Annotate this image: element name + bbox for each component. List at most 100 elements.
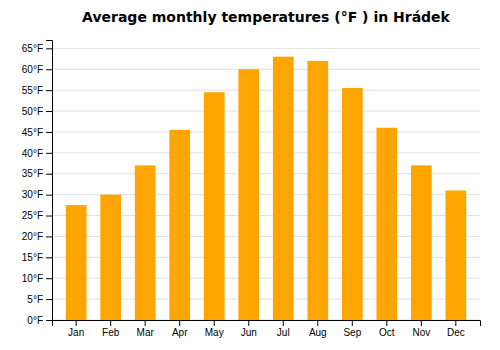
tick-mark [46,111,52,112]
tick-label: 65°F [22,43,43,54]
tick: Jul [277,320,290,338]
bar [307,61,328,320]
tick-mark [46,90,52,91]
bar [66,205,87,320]
bar [376,128,397,320]
tick-label: 45°F [22,127,43,138]
tick: Jan [68,320,84,338]
tick-mark [46,132,52,133]
tick: Aug [309,320,327,338]
tick: 35°F [22,168,52,179]
tick-mark [110,320,111,326]
tick-mark [46,195,52,196]
tick-mark [46,299,52,300]
chart: 0°F5°F10°F15°F20°F25°F30°F35°F40°F45°F50… [0,0,500,350]
bar [100,195,121,320]
grid-line [52,69,480,70]
tick-mark [283,320,284,326]
tick: 65°F [22,43,52,54]
tick: Mar [137,320,155,338]
tick-mark [76,320,77,326]
tick-mark [46,320,52,321]
bar [135,165,156,320]
tick-label: Jan [68,327,84,338]
tick-label: Aug [309,327,327,338]
tick-label: 15°F [22,252,43,263]
tick-label: Jul [277,327,290,338]
tick-label: 0°F [27,315,43,326]
tick: 0°F [27,315,52,326]
tick-label: 50°F [22,106,43,117]
grid [52,48,480,320]
tick-label: Jun [241,327,257,338]
tick-label: 30°F [22,189,43,200]
tick: Jun [241,320,257,338]
tick-label: 55°F [22,85,43,96]
tick: 25°F [22,210,52,221]
grid-line [52,111,480,112]
x-axis: Jan Feb Mar Apr May Jun Jul Aug Sep Oct Nov Dec [53,320,481,338]
tick-mark [455,320,456,326]
tick-mark [179,320,180,326]
grid-line [52,48,480,49]
tick-label: 20°F [22,231,43,242]
tick: Dec [447,320,465,338]
grid-line [52,152,480,153]
tick-mark [46,174,52,175]
tick-label: Mar [137,327,155,338]
tick-label: Sep [343,327,361,338]
tick: 15°F [22,252,52,263]
y-axis: 0°F5°F10°F15°F20°F25°F30°F35°F40°F45°F50… [22,41,53,326]
tick: Feb [102,320,120,338]
bars [66,57,466,320]
tick: 50°F [22,106,52,117]
tick: 40°F [22,148,52,159]
tick: 20°F [22,231,52,242]
bar [273,57,294,320]
grid-line [52,131,480,132]
tick-mark [46,69,52,70]
tick-label: Dec [447,327,465,338]
tick-label: Nov [412,327,430,338]
bar [411,165,432,320]
plot: 0°F5°F10°F15°F20°F25°F30°F35°F40°F45°F50… [22,41,481,339]
tick-mark [248,320,249,326]
bar [204,92,225,320]
tick-mark [46,48,52,49]
tick-label: 60°F [22,64,43,75]
tick-mark [386,320,387,326]
title: Average monthly temperatures (°F ) in Hr… [82,9,451,25]
grid-line [52,90,480,91]
tick-mark [317,320,318,326]
tick-label: 35°F [22,168,43,179]
tick-label: May [205,327,224,338]
tick: Apr [172,320,188,338]
tick-label: Feb [102,327,120,338]
tick-mark [421,320,422,326]
bar [445,190,466,320]
tick-label: 40°F [22,148,43,159]
axis-line [53,321,481,327]
tick-label: Oct [379,327,395,338]
tick: Sep [343,320,361,338]
tick-mark [46,236,52,237]
tick: 30°F [22,189,52,200]
bar [238,69,259,320]
tick: 45°F [22,127,52,138]
tick: May [205,320,224,338]
tick-mark [46,257,52,258]
tick: 10°F [22,273,52,284]
tick-mark [145,320,146,326]
tick-mark [46,153,52,154]
tick-mark [214,320,215,326]
tick: Nov [412,320,430,338]
tick: Oct [379,320,395,338]
tick-mark [46,278,52,279]
tick-label: 10°F [22,273,43,284]
tick: 60°F [22,64,52,75]
tick-mark [352,320,353,326]
tick-label: Apr [172,327,188,338]
tick-label: 25°F [22,210,43,221]
bar [342,88,363,320]
tick: 55°F [22,85,52,96]
